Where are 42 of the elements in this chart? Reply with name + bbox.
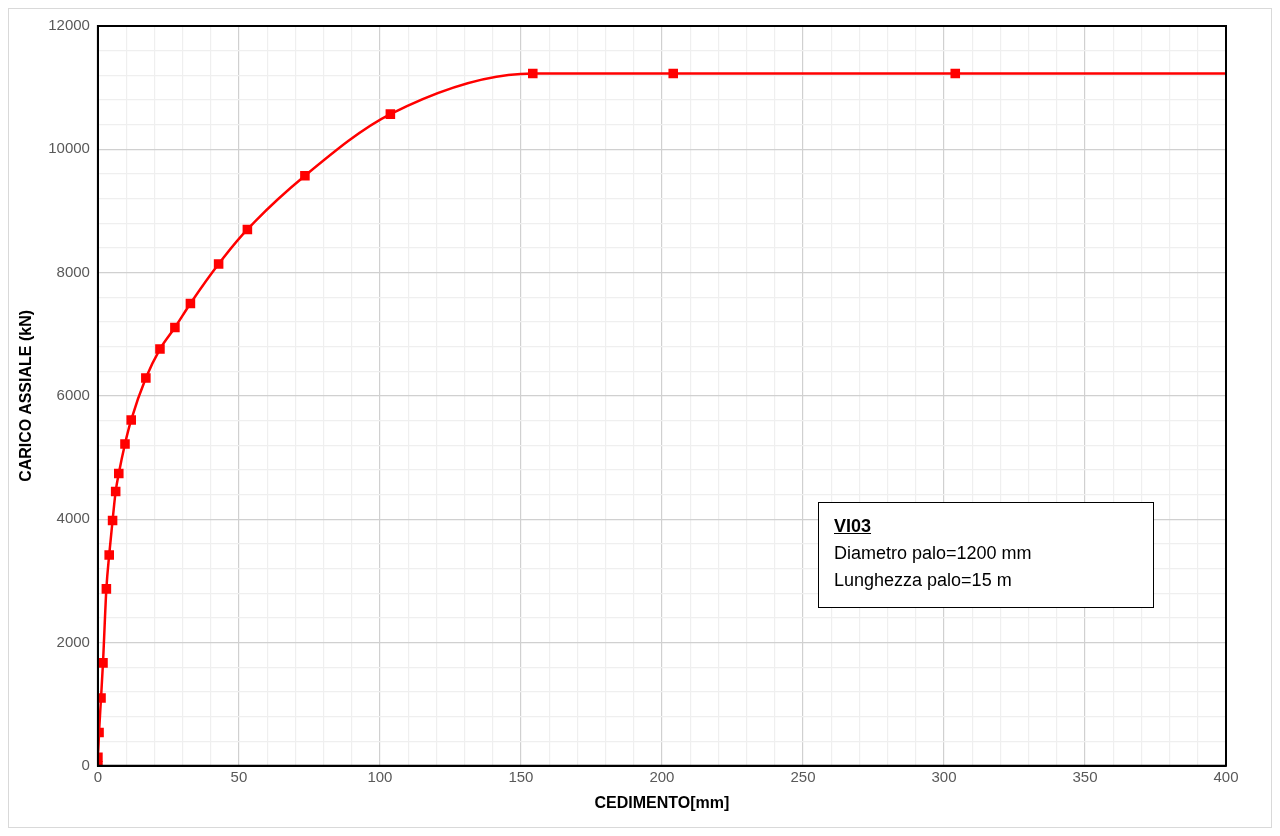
y-tick-label: 6000 [56,386,90,404]
x-tick-label: 50 [230,767,248,785]
x-tick-label: 150 [508,767,534,785]
x-tick-label: 0 [93,767,103,785]
point [242,224,253,235]
note-box: VI03 Diametro palo=1200 mm Lunghezza palo=15 m [818,502,1154,608]
y-tick-label: 4000 [56,509,90,527]
annotation: VI03 [834,515,873,538]
point [126,415,136,425]
point [170,322,180,333]
y-tick-label: 10000 [48,139,90,157]
point [98,658,108,668]
point [213,259,224,269]
point [97,693,106,703]
point [385,109,396,119]
y-tick-label: 8000 [56,262,90,280]
point [110,486,121,497]
x-tick-label: 400 [1213,767,1239,785]
point [528,68,538,79]
y-tick-label: 2000 [56,632,90,650]
point [185,298,196,309]
x-tick-label: 350 [1072,767,1098,785]
point [104,550,114,560]
point [950,68,961,79]
point [668,68,679,79]
annotation: Diametro palo=1200 mm [834,542,1033,565]
x-tick-label: 100 [367,767,393,785]
x-axis-title: CEDIMENTO[mm] [594,793,730,811]
y-tick-label: 0 [81,755,90,773]
point [101,584,112,594]
point [114,468,124,479]
x-tick-label: 300 [931,767,957,785]
point [107,515,118,526]
y-tick-label: 12000 [48,16,90,34]
point [141,373,151,383]
annotation: Lunghezza palo=15 m [834,569,1013,592]
point [155,344,165,354]
x-tick-label: 250 [790,767,816,785]
y-axis-title: CARICO ASSIALE (kN) [17,309,35,482]
point [300,171,310,181]
x-tick-label: 200 [649,767,675,785]
point [120,439,130,449]
